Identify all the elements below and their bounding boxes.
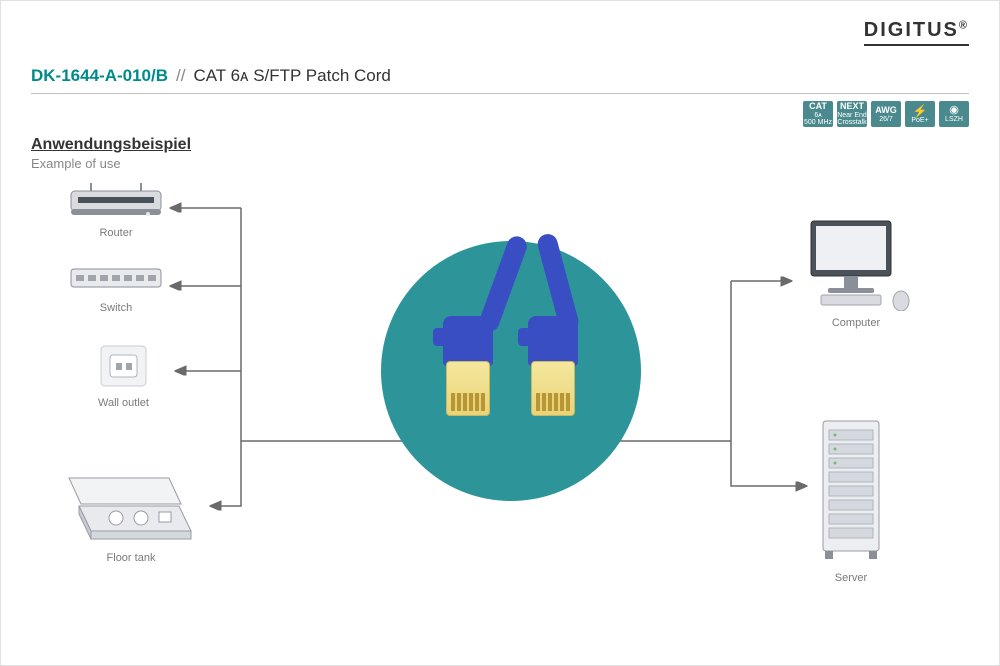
separator: // xyxy=(176,66,185,86)
wall-outlet-icon xyxy=(96,341,151,391)
badge-cat: CAT6ᴀ500 MHz xyxy=(803,101,833,127)
divider xyxy=(31,93,969,94)
product-header: DK-1644-A-010/B // CAT 6ᴀ S/FTP Patch Co… xyxy=(31,66,391,86)
device-switch: Switch xyxy=(66,261,166,314)
rj45-connector-left xyxy=(431,291,506,451)
device-floor-tank: Floor tank xyxy=(61,456,201,564)
device-router: Router xyxy=(66,181,166,239)
badge-awg: AWG26/7 xyxy=(871,101,901,127)
badge-next: NEXTNear EndCrosstalk xyxy=(837,101,867,127)
floor-tank-icon xyxy=(61,456,201,546)
device-server: Server xyxy=(811,416,891,584)
rj45-connector-right xyxy=(516,291,591,451)
switch-icon xyxy=(66,261,166,296)
product-code: DK-1644-A-010/B xyxy=(31,66,168,86)
badge-poe: ⚡PoE+ xyxy=(905,101,935,127)
product-circle xyxy=(381,241,641,501)
device-computer: Computer xyxy=(796,211,916,329)
product-name: CAT 6ᴀ S/FTP Patch Cord xyxy=(193,66,390,86)
router-icon xyxy=(66,181,166,221)
spec-badges: CAT6ᴀ500 MHz NEXTNear EndCrosstalk AWG26… xyxy=(803,101,969,127)
computer-icon xyxy=(796,211,916,311)
brand-logo: DIGITUS® xyxy=(864,19,969,46)
device-wall-outlet: Wall outlet xyxy=(96,341,151,409)
diagram: Router Switch Wall outlet xyxy=(31,136,969,635)
badge-lszh: ◉LSZH xyxy=(939,101,969,127)
server-icon xyxy=(811,416,891,566)
